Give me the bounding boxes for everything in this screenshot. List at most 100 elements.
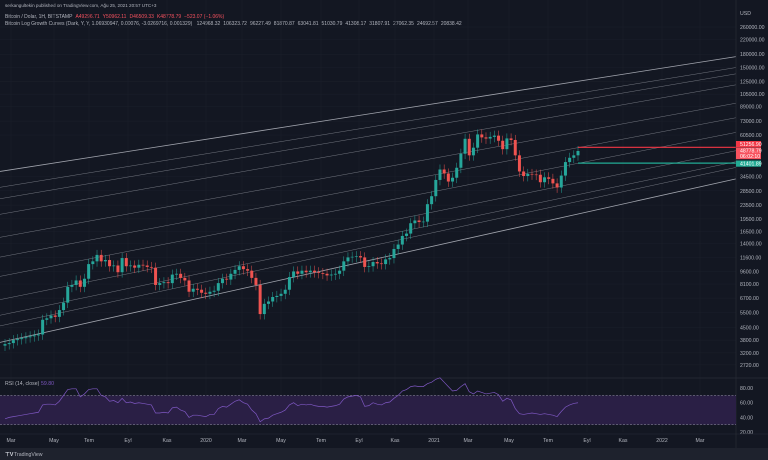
price-axis-label: 3200.00 — [740, 351, 759, 357]
candle-body — [99, 254, 103, 262]
candle-body — [300, 270, 304, 274]
price-axis-label: 23500.00 — [740, 203, 762, 209]
candle-body — [434, 179, 438, 197]
candle-body — [187, 280, 191, 292]
growth-curve-line[interactable] — [0, 178, 737, 343]
growth-curve-line[interactable] — [0, 84, 737, 215]
rsi-band — [0, 395, 736, 425]
candle-body — [421, 221, 425, 223]
footer-bar — [0, 448, 768, 460]
candle-body — [233, 269, 237, 274]
candle-body — [338, 270, 342, 274]
candle-body — [57, 310, 61, 317]
time-axis-label: Kas — [619, 438, 628, 444]
indicator-value: 106323.72 — [223, 21, 247, 27]
indicator-name[interactable]: Bitcoin Log Growth Curves (Dark, Y, Y, 1… — [5, 21, 193, 27]
candles — [3, 129, 580, 351]
candle-body — [509, 138, 513, 140]
candle-body — [392, 248, 396, 259]
candle-body — [53, 315, 57, 317]
indicator-value: 63041.81 — [297, 21, 319, 27]
candle-body — [108, 260, 112, 267]
price-tag: 06:02:10 — [736, 153, 761, 160]
candle-body — [70, 284, 74, 287]
candle-body — [220, 278, 224, 284]
candle-body — [216, 283, 220, 291]
candle-body — [16, 339, 20, 341]
candle-body — [41, 319, 45, 335]
price-axis-label: 8100.00 — [740, 282, 759, 288]
candle-body — [371, 262, 375, 267]
price-tag-label: 41401.89 — [740, 162, 762, 168]
candle-body — [551, 178, 555, 184]
growth-curve-line[interactable] — [0, 102, 737, 238]
candle-body — [476, 134, 480, 148]
candle-body — [308, 270, 312, 273]
indicator-value: 41308.17 — [345, 21, 367, 27]
candle-body — [321, 272, 325, 274]
candle-body — [154, 267, 158, 285]
candle-body — [204, 292, 208, 294]
candle-body — [279, 293, 283, 296]
rsi-label: RSI (14, close) — [5, 381, 40, 387]
price-axis[interactable]: 260000.00 220000.00 180000.00 150000.00 1250… — [736, 25, 765, 369]
candle-body — [442, 169, 446, 174]
time-axis-label: Eyl — [355, 438, 362, 444]
indicator-value: 27062.35 — [393, 21, 414, 27]
candle-body — [547, 177, 551, 179]
rsi-pane: 80.00 60.00 40.00 20.00 — [0, 377, 753, 436]
candle-body — [283, 289, 287, 294]
time-axis-label: Kas — [163, 438, 172, 444]
candle-body — [271, 296, 275, 302]
candle-body — [45, 318, 49, 320]
growth-curve-line[interactable] — [0, 117, 737, 258]
rsi-value: 59.80 — [41, 381, 54, 387]
time-axis-label: Mar — [464, 438, 473, 444]
rsi-line[interactable] — [4, 377, 579, 423]
rsi-axis-label: 40.00 — [740, 415, 753, 421]
growth-curve-line[interactable] — [0, 161, 737, 316]
growth-curve-line[interactable] — [0, 73, 737, 199]
price-axis-label: 2720.00 — [740, 363, 759, 369]
candle-body — [438, 169, 442, 180]
indicator-value: 96227.49 — [249, 21, 271, 27]
price-axis-label: 260000.00 — [740, 25, 765, 31]
candle-body — [95, 254, 99, 262]
time-axis-label: May — [504, 438, 514, 444]
candle-body — [183, 277, 187, 281]
candle-body — [313, 270, 317, 273]
growth-curve-line[interactable] — [0, 167, 737, 327]
candle-body — [275, 295, 279, 297]
rsi-axis-label: 80.00 — [740, 386, 753, 392]
indicator-value: 20838.42 — [440, 21, 462, 27]
symbol-name[interactable]: Bitcoin / Dolar, 1H, BITSTAMP — [5, 14, 73, 20]
candle-body — [346, 257, 350, 262]
time-axis-label: 2020 — [200, 438, 212, 444]
candle-body — [350, 256, 354, 258]
growth-curve-line[interactable] — [0, 67, 737, 188]
candle-body — [538, 174, 542, 183]
candle-body — [116, 265, 120, 273]
time-axis[interactable]: Mar May Tem Eyl Kas 2020 Mar May Tem Eyl Kas 2021 Ma… — [0, 433, 768, 444]
price-tag-bg — [736, 141, 761, 148]
candle-body — [354, 256, 358, 257]
time-axis-label: 2022 — [656, 438, 668, 444]
growth-curve-line[interactable] — [0, 56, 737, 172]
candle-body — [379, 263, 383, 265]
growth-curve-line[interactable] — [0, 132, 737, 277]
change-value: −523.07 (−1.06%) — [184, 14, 225, 20]
candle-body — [124, 258, 128, 267]
candle-body — [287, 277, 291, 290]
candle-body — [174, 273, 178, 275]
price-axis-label: 60500.00 — [740, 133, 762, 139]
growth-curve-line[interactable] — [0, 150, 737, 300]
indicator-value: 51030.79 — [321, 21, 343, 27]
candle-body — [430, 196, 434, 205]
price-tag: 41401.89 — [736, 160, 762, 168]
candle-body — [325, 273, 329, 276]
candle-body — [103, 260, 107, 262]
candle-body — [128, 265, 132, 267]
candle-body — [384, 259, 388, 265]
price-tag-label: 51256.90 — [740, 142, 762, 148]
